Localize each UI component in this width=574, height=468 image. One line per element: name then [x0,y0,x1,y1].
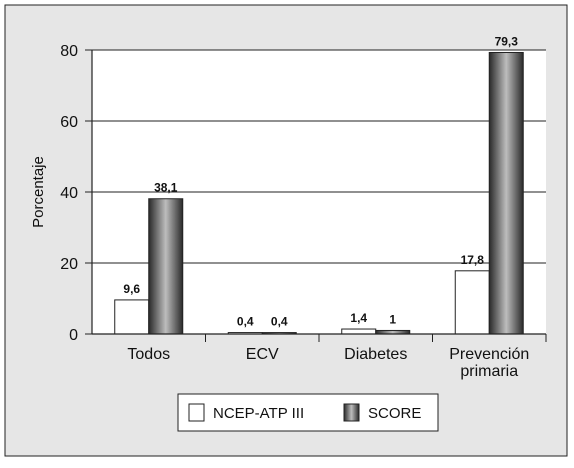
x-category-label: Todos [127,346,170,363]
data-label: 9,6 [123,282,140,296]
legend: NCEP-ATP III SCORE [177,393,439,432]
data-label: 1 [389,312,396,326]
x-category-label: Diabetes [344,346,407,363]
x-category-label: primaria [460,363,518,380]
gridlines [92,49,546,264]
bar-score [488,51,524,335]
bar-ncep [341,328,377,335]
data-label: 79,3 [495,34,519,48]
bar-ncep [114,299,150,335]
y-tick-label: 20 [60,256,78,273]
y-tick-label: 60 [60,114,78,131]
data-label: 17,8 [461,253,485,267]
bar-ncep [454,270,490,335]
data-label: 1,4 [350,311,367,325]
bars [114,51,524,335]
y-tick-labels: 0 20 40 60 80 [60,43,78,344]
y-axis-label: Porcentaje [30,156,47,228]
x-category-label: ECV [246,346,279,363]
data-label: 0,4 [271,315,288,329]
y-tick-label: 0 [69,327,78,344]
data-label: 0,4 [237,315,254,329]
bar-score [148,198,184,335]
x-category-label: Prevención [449,346,529,363]
legend-label-ncep: NCEP-ATP III [213,405,304,422]
legend-swatch-ncep [188,403,205,422]
axes [85,49,547,342]
legend-label-score: SCORE [368,405,421,422]
y-tick-label: 40 [60,185,78,202]
data-labels: 9,6 38,1 0,4 0,4 1,4 1 17,8 79,3 [123,34,518,328]
legend-swatch-score [343,403,360,422]
data-label: 38,1 [154,181,178,195]
y-tick-label: 80 [60,43,78,60]
legend-box [177,393,439,432]
